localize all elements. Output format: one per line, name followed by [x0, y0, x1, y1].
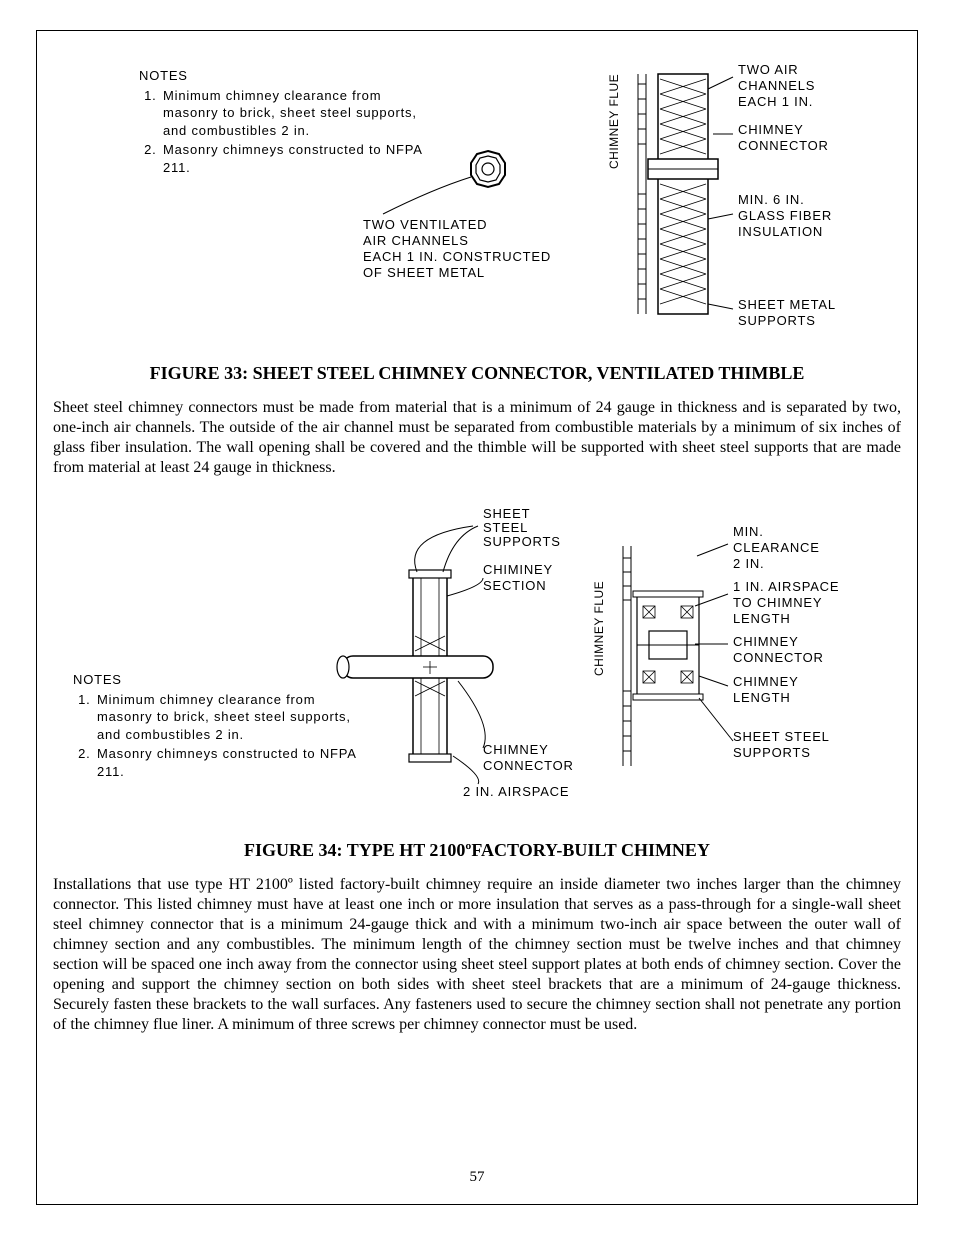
svg-text:CONNECTOR: CONNECTOR: [483, 758, 574, 773]
svg-text:CHIMNEY: CHIMNEY: [483, 742, 549, 757]
svg-text:CONNECTOR: CONNECTOR: [733, 650, 824, 665]
svg-text:TWO AIR: TWO AIR: [738, 62, 799, 77]
svg-text:CHIMNEY: CHIMNEY: [738, 122, 804, 137]
figure33-diagram: NOTES Minimum chimney clearance from mas…: [53, 59, 901, 339]
svg-text:2 IN.: 2 IN.: [733, 556, 764, 571]
svg-text:CLEARANCE: CLEARANCE: [733, 540, 820, 555]
svg-text:MIN.: MIN.: [733, 524, 764, 539]
svg-text:SHEET: SHEET: [483, 506, 530, 521]
svg-text:OF SHEET METAL: OF SHEET METAL: [363, 265, 485, 280]
figure33-svg: TWO VENTILATED AIR CHANNELS EACH 1 IN. C…: [53, 59, 903, 339]
svg-text:INSULATION: INSULATION: [738, 224, 823, 239]
figure34-svg: SHEET STEEL SUPPORTS CHIMINEY SECTION CH…: [53, 496, 903, 816]
svg-text:TO CHIMNEY: TO CHIMNEY: [733, 595, 822, 610]
figure34-diagram: NOTES Minimum chimney clearance from mas…: [53, 496, 901, 816]
svg-text:CHIMNEY FLUE: CHIMNEY FLUE: [592, 581, 606, 676]
svg-text:CHIMINEY: CHIMINEY: [483, 562, 553, 577]
figure34-caption: FIGURE 34: TYPE HT 2100ºFACTORY-BUILT CH…: [53, 840, 901, 861]
svg-text:EACH 1 IN. CONSTRUCTED: EACH 1 IN. CONSTRUCTED: [363, 249, 551, 264]
svg-text:CHIMNEY: CHIMNEY: [733, 674, 799, 689]
svg-text:2 IN. AIRSPACE: 2 IN. AIRSPACE: [463, 784, 569, 799]
svg-text:SECTION: SECTION: [483, 578, 546, 593]
figure34-paragraph: Installations that use type HT 2100º lis…: [53, 875, 901, 1035]
svg-text:STEEL: STEEL: [483, 520, 528, 535]
svg-text:LENGTH: LENGTH: [733, 611, 791, 626]
svg-text:GLASS FIBER: GLASS FIBER: [738, 208, 832, 223]
svg-text:TWO VENTILATED: TWO VENTILATED: [363, 217, 487, 232]
page-number: 57: [37, 1169, 917, 1186]
svg-text:EACH 1 IN.: EACH 1 IN.: [738, 94, 813, 109]
svg-text:CHANNELS: CHANNELS: [738, 78, 815, 93]
svg-text:MIN. 6 IN.: MIN. 6 IN.: [738, 192, 805, 207]
svg-text:AIR CHANNELS: AIR CHANNELS: [363, 233, 469, 248]
svg-text:SUPPORTS: SUPPORTS: [483, 534, 561, 549]
svg-text:SUPPORTS: SUPPORTS: [738, 313, 816, 328]
svg-text:CHIMNEY: CHIMNEY: [733, 634, 799, 649]
svg-text:SHEET STEEL: SHEET STEEL: [733, 729, 830, 744]
svg-text:LENGTH: LENGTH: [733, 690, 791, 705]
svg-text:CONNECTOR: CONNECTOR: [738, 138, 829, 153]
figure33-paragraph: Sheet steel chimney connectors must be m…: [53, 398, 901, 478]
svg-text:1 IN. AIRSPACE: 1 IN. AIRSPACE: [733, 579, 839, 594]
svg-text:SUPPORTS: SUPPORTS: [733, 745, 811, 760]
figure33-caption: FIGURE 33: SHEET STEEL CHIMNEY CONNECTOR…: [53, 363, 901, 384]
svg-text:CHIMNEY FLUE: CHIMNEY FLUE: [607, 74, 621, 169]
svg-text:SHEET METAL: SHEET METAL: [738, 297, 836, 312]
